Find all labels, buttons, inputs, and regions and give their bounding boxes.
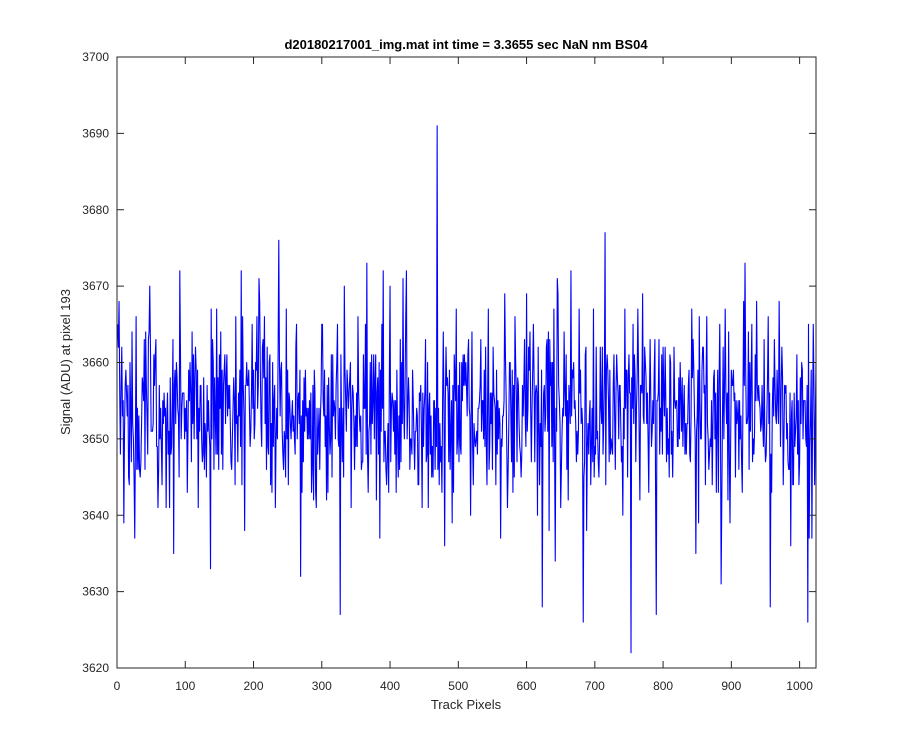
x-tick-label: 600 (517, 679, 537, 693)
x-tick-label: 700 (585, 679, 605, 693)
y-tick-label: 3660 (82, 356, 109, 370)
x-tick-label: 100 (175, 679, 195, 693)
x-tick-label: 900 (721, 679, 741, 693)
y-tick-label: 3700 (82, 50, 109, 64)
x-axis-ticks: 0 100 200 300 400 500 600 700 800 900 1000 (114, 57, 813, 693)
y-axis-ticks: 3620 3630 3640 3650 3660 3670 3680 3690 3700 (82, 50, 816, 675)
plot-area (116, 56, 817, 669)
y-tick-label: 3650 (82, 432, 109, 446)
y-tick-label: 3640 (82, 508, 109, 522)
x-tick-label: 1000 (786, 679, 813, 693)
x-tick-label: 500 (448, 679, 468, 693)
x-tick-label: 400 (380, 679, 400, 693)
y-tick-label: 3670 (82, 279, 109, 293)
x-tick-label: 800 (653, 679, 673, 693)
y-tick-label: 3680 (82, 203, 109, 217)
series-group (117, 125, 817, 654)
y-tick-label: 3690 (82, 126, 109, 140)
chart-title: d20180217001_img.mat int time = 3.3655 s… (284, 37, 648, 52)
signal-series-line (117, 125, 817, 654)
y-axis-label: Signal (ADU) at pixel 193 (58, 289, 73, 435)
x-tick-label: 0 (114, 679, 121, 693)
x-tick-label: 200 (244, 679, 264, 693)
y-tick-label: 3630 (82, 585, 109, 599)
axes-background (117, 57, 816, 668)
y-tick-label: 3620 (82, 661, 109, 675)
x-tick-label: 300 (312, 679, 332, 693)
x-axis-label: Track Pixels (431, 697, 502, 712)
